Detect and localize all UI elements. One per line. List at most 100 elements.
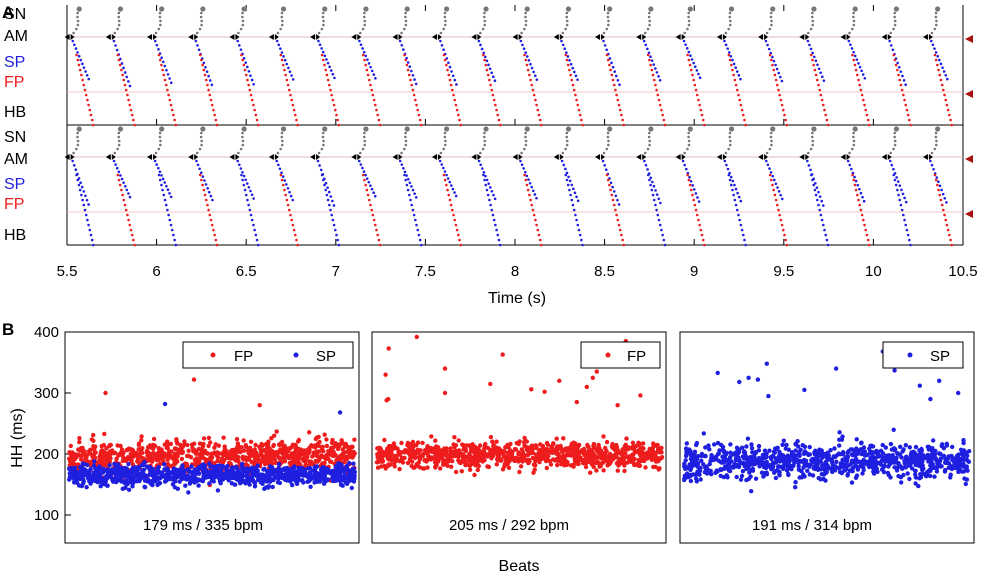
fp-dot — [700, 113, 704, 117]
hh-point-sp — [207, 481, 212, 486]
hh-point-sp — [726, 461, 732, 466]
fp-dot — [942, 88, 945, 92]
fp-dot — [780, 103, 784, 107]
fp-dot — [898, 198, 902, 202]
sp-dot — [438, 159, 442, 163]
hh-point-sp — [250, 472, 255, 477]
sp-dot — [904, 200, 908, 204]
sp-dot — [567, 175, 570, 179]
sn-dot — [404, 19, 408, 23]
fp-dot — [853, 183, 857, 187]
sn-dot — [75, 147, 78, 151]
hh-point-fp — [139, 438, 144, 443]
sp-dot — [736, 191, 739, 195]
fp-dot — [774, 78, 778, 82]
sp-dot — [291, 198, 295, 202]
am-arrow-icon — [153, 154, 158, 160]
hh-point-sp — [312, 464, 318, 470]
fp-dot — [860, 213, 864, 217]
hh-point-fp — [599, 461, 604, 466]
hh-point-sp — [812, 450, 817, 455]
fp-dot — [575, 98, 578, 102]
sp-dot — [935, 176, 939, 179]
hh-point-fp — [72, 462, 77, 467]
hh-point-fp — [388, 462, 393, 467]
fp-dot — [200, 178, 203, 182]
sp-dot — [112, 39, 116, 43]
hh-point-fp — [531, 470, 536, 475]
hh-point-fp — [302, 448, 307, 453]
hh-point-sp — [750, 450, 755, 455]
fp-dot — [768, 53, 772, 57]
hh-point-sp — [84, 485, 89, 490]
hh-point-fp — [206, 435, 212, 441]
fp-dot — [123, 83, 127, 87]
fp-dot — [741, 113, 745, 117]
hh-point-fp — [596, 454, 601, 460]
hh-point-fp — [247, 454, 253, 459]
sp-dot — [898, 184, 902, 187]
hh-point-sp — [261, 475, 266, 480]
sp-dot — [81, 62, 84, 66]
sn-dot — [524, 11, 527, 15]
hh-point-fp — [104, 451, 109, 456]
sp-dot — [453, 78, 457, 82]
sn-dot — [281, 19, 284, 23]
hh-point-fp — [583, 464, 589, 470]
hh-point-fp — [490, 439, 495, 444]
hh-point-fp — [459, 469, 464, 474]
hh-point-fp — [517, 439, 522, 444]
hh-point-sp — [112, 478, 117, 484]
hh-point-fp — [259, 448, 265, 454]
fp-dot — [565, 58, 569, 62]
fp-dot — [203, 73, 207, 77]
sp-dot — [771, 174, 774, 178]
row-label-sp-1: SP — [4, 54, 25, 71]
sn-dot — [76, 15, 79, 19]
sp-dot — [691, 184, 694, 187]
hh-point-fp — [449, 464, 454, 469]
fp-dot — [822, 103, 825, 107]
sp-dot — [203, 179, 206, 182]
hh-point-sp — [916, 483, 921, 489]
sp-dot — [84, 194, 87, 198]
fp-dot — [781, 108, 785, 112]
hh-point-sp — [250, 477, 255, 482]
fp-dot — [495, 228, 498, 232]
hh-point-fp — [186, 448, 191, 453]
hh-point-sp — [683, 458, 688, 463]
hh-point-fp — [452, 435, 457, 440]
hh-point-sp — [102, 468, 107, 473]
fp-dot — [327, 203, 331, 207]
sn-dot — [893, 126, 899, 132]
hh-point-fp — [513, 447, 518, 452]
fp-dot — [946, 108, 950, 112]
fp-dot — [735, 208, 739, 212]
fp-dot — [290, 98, 293, 102]
fp-dot — [202, 68, 206, 72]
am-arrow-icon — [559, 34, 564, 40]
hh-point-sp — [886, 464, 891, 469]
fp-dot — [250, 98, 254, 102]
sn-dot — [199, 11, 203, 15]
fp-dot — [243, 68, 247, 72]
fp-dot — [609, 188, 612, 192]
fp-dot — [130, 233, 134, 237]
hh-point-sp — [688, 478, 694, 484]
sp-dot — [530, 66, 534, 70]
hh-point-fp — [82, 449, 87, 454]
fp-dot — [862, 98, 865, 102]
sn-dot — [934, 135, 938, 139]
hh-point-fp — [583, 461, 589, 466]
fp-dot — [133, 243, 136, 247]
fp-dot — [571, 83, 575, 87]
fp-dot — [731, 188, 734, 192]
sp-dot — [734, 187, 738, 191]
hh-point-fp — [539, 456, 544, 461]
row-label-sn-1: SN — [4, 6, 26, 23]
fp-dot — [86, 218, 89, 222]
fp-dot — [697, 218, 700, 222]
hh-point-sp — [119, 479, 124, 484]
fp-dot — [657, 218, 661, 222]
sn-dot — [322, 19, 325, 23]
